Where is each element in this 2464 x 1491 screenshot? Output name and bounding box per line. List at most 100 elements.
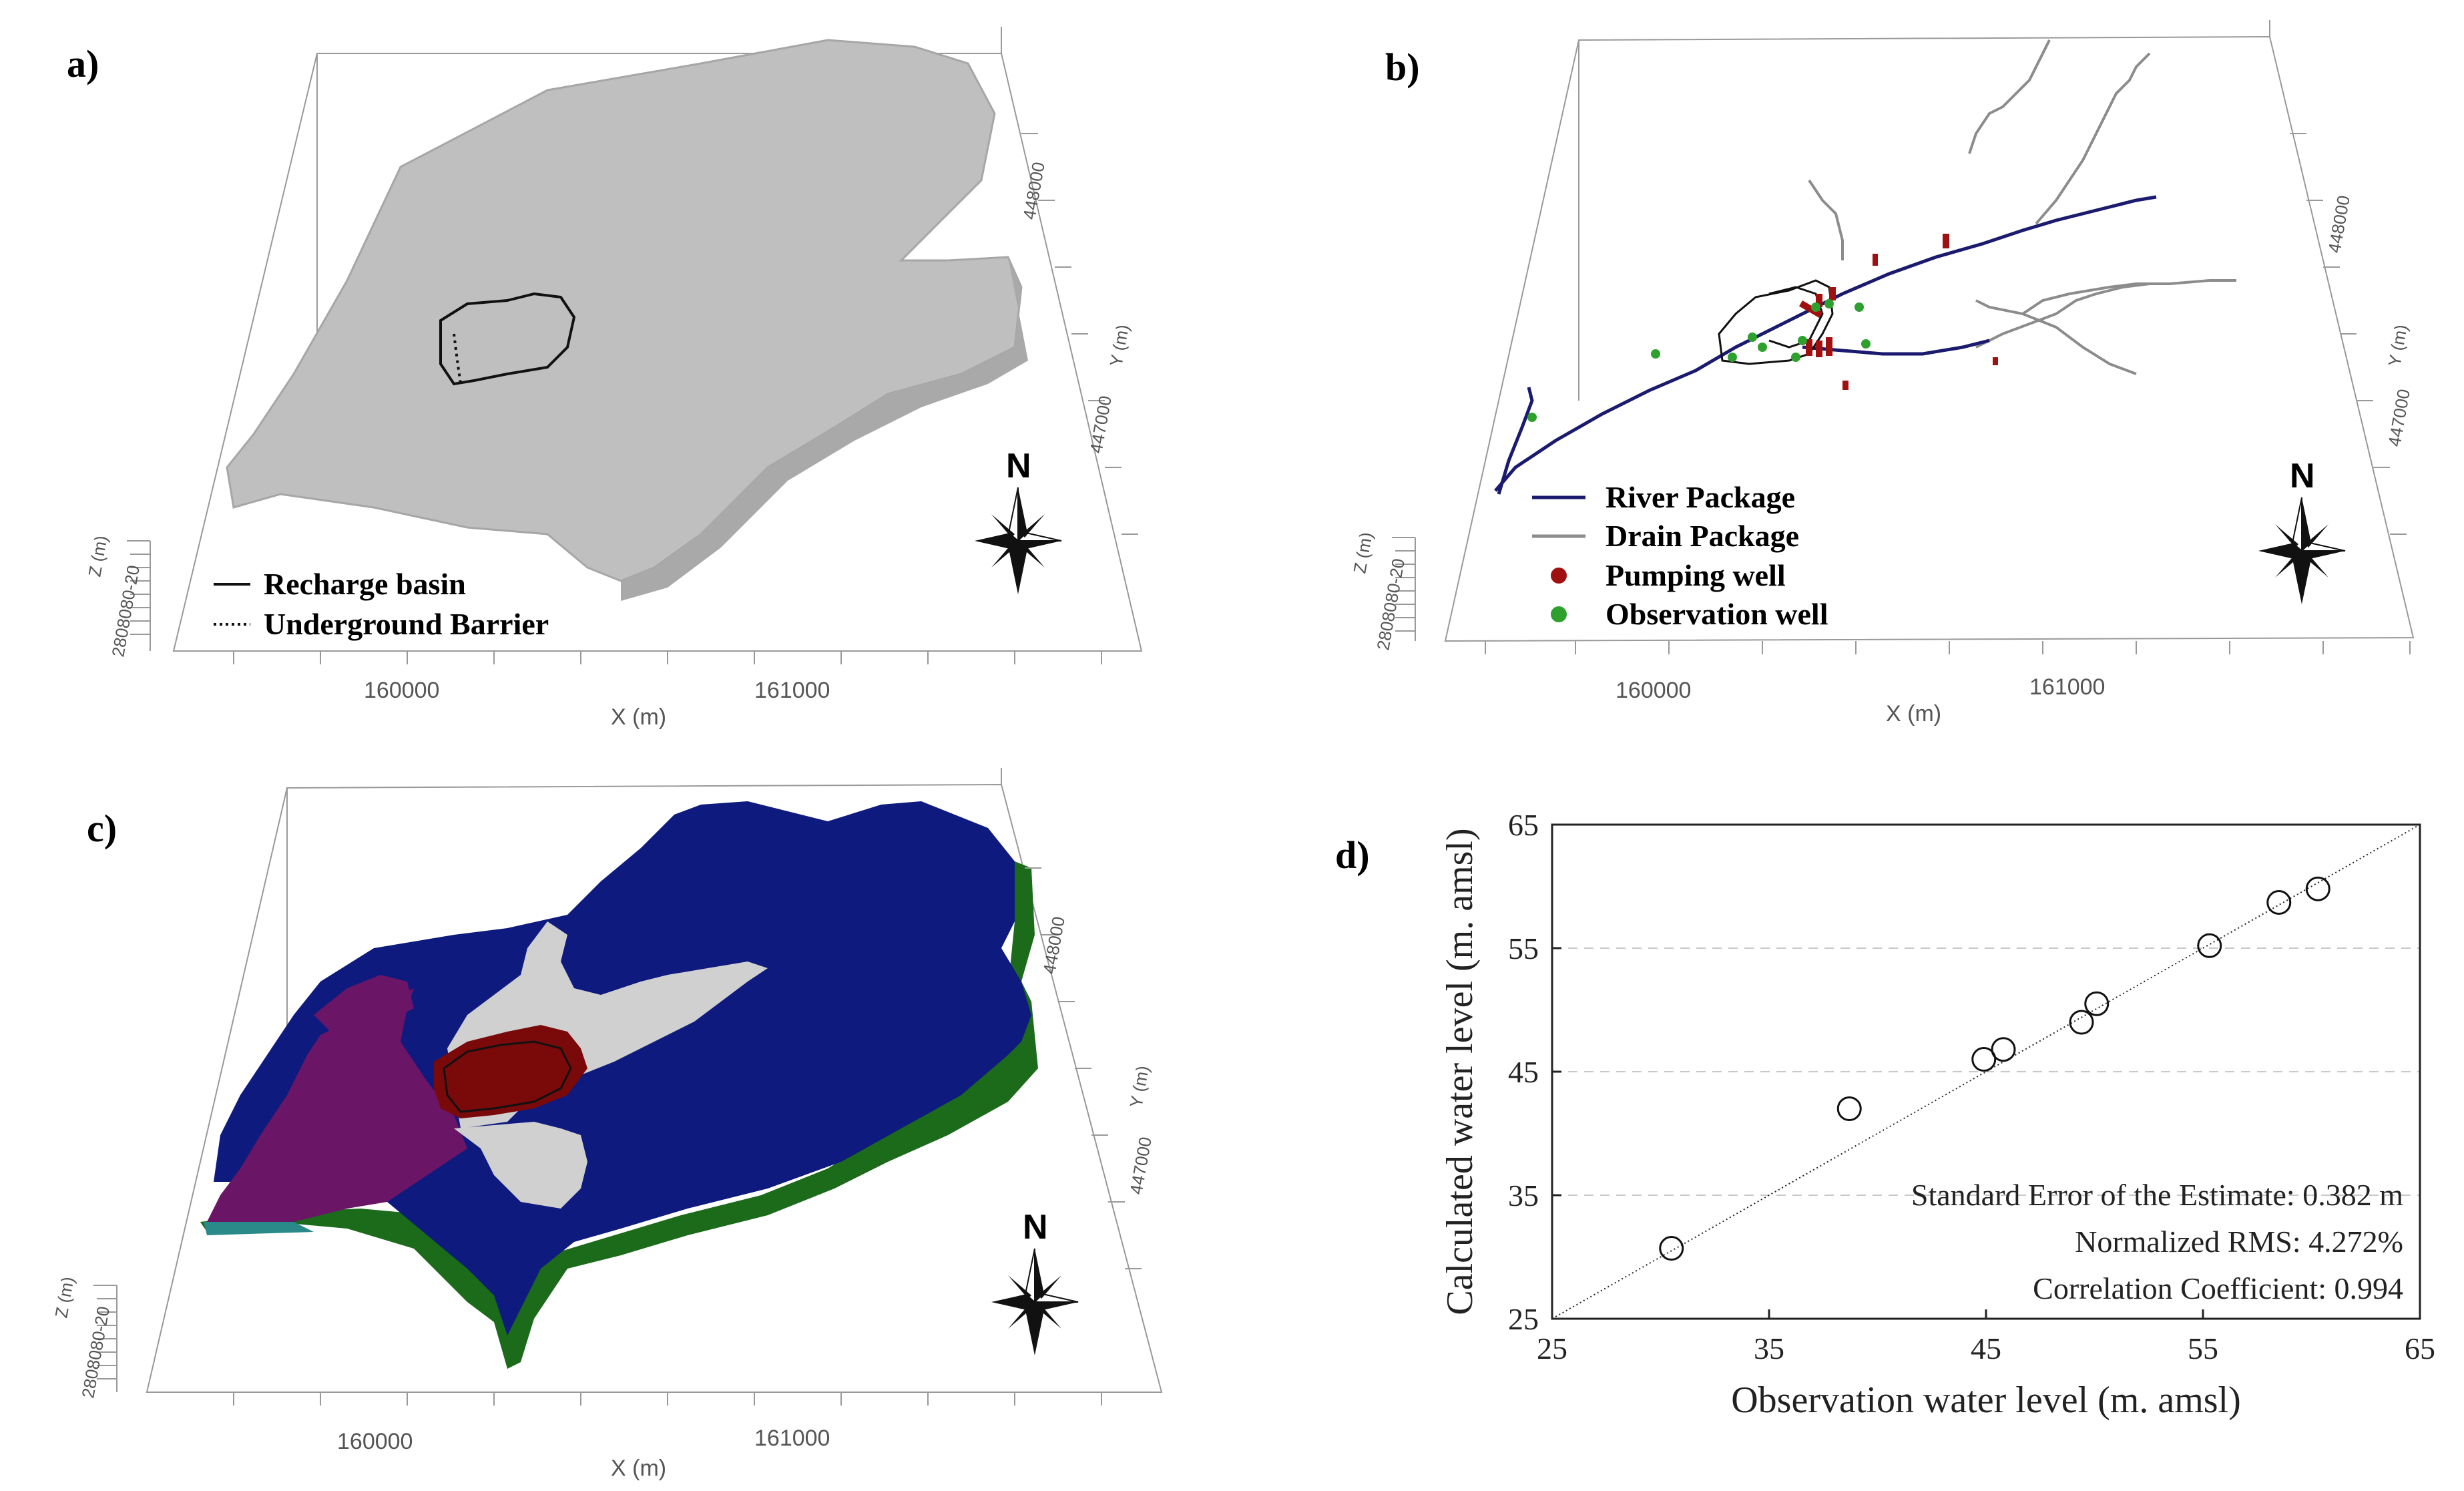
- panel-c-y-tick-2: 447000: [1126, 1135, 1156, 1196]
- panel-a-y-label: Y (m): [1105, 323, 1132, 368]
- panel-d-point-4: [1991, 1037, 2016, 1062]
- panel-d: d) 25 35 45 55 65 25 35 45 55 65 Observation wat…: [1335, 808, 2435, 1421]
- panel-a-x-ticks: [233, 651, 1102, 664]
- panel-b-drains: [1808, 39, 2236, 375]
- panel-d-y-ticks: 25 35 45 55 65: [1508, 808, 1561, 1336]
- panel-b-x-tick-1: 160000: [1616, 678, 1691, 703]
- panel-a: a) 160000 161000 X (m) 44: [67, 27, 1143, 730]
- panel-d-x-tick-label-45: 45: [1971, 1331, 2001, 1365]
- panel-b-z-ticks: [1392, 537, 1416, 641]
- panel-b-letter: b): [1385, 45, 1420, 89]
- panel-d-point-3: [1971, 1047, 1997, 1072]
- panel-c-x-ticks: [233, 1392, 1102, 1406]
- panel-a-legend-recharge: Recharge basin: [264, 567, 466, 601]
- panel-c-green-side: [200, 861, 1038, 1369]
- panel-a-y-ticks: [1021, 133, 1138, 535]
- panel-c-gray-lower: [454, 1122, 587, 1209]
- panel-d-y-tick-label-25: 25: [1508, 1302, 1539, 1336]
- panel-d-points: [1659, 876, 2330, 1261]
- panel-a-legend: Recharge basin Underground Barrier: [214, 567, 549, 641]
- panel-d-point-1: [1659, 1236, 1684, 1261]
- panel-d-x-tick-label-55: 55: [2188, 1331, 2218, 1365]
- svg-text:N: N: [1006, 447, 1031, 485]
- panel-b-x-label: X (m): [1886, 701, 1941, 726]
- panel-b-y-tick-2: 447000: [2384, 387, 2414, 448]
- panel-b-recharge-basin-2: [1768, 286, 1824, 349]
- panel-c-purple: [207, 988, 467, 1222]
- panel-a-z-ticks-label: 2808080-20: [107, 564, 144, 658]
- panel-a-x-label: X (m): [611, 704, 666, 730]
- panel-a-x-tick-1: 160000: [364, 678, 439, 703]
- panel-d-stat-correlation: Correlation Coefficient: 0.994: [2033, 1271, 2403, 1305]
- panel-b-x-tick-2: 161000: [2029, 674, 2105, 700]
- panel-a-y-tick-1: 448000: [1019, 160, 1049, 221]
- panel-d-x-ticks: 25 35 45 55 65: [1537, 1309, 2435, 1365]
- panel-b-north-arrow: N: [2258, 457, 2346, 604]
- panel-c-letter: c): [87, 807, 117, 850]
- panel-c-recharge-basin: [443, 1040, 572, 1113]
- panel-b-y-tick-1: 448000: [2324, 194, 2354, 254]
- panel-d-y-tick-label-55: 55: [1508, 931, 1539, 966]
- panel-d-stat-standard-error: Standard Error of the Estimate: 0.382 m: [1911, 1178, 2403, 1212]
- panel-d-point-8: [2266, 890, 2292, 915]
- panel-d-point-2: [1836, 1096, 1862, 1121]
- panel-b-z-label: Z (m): [1349, 531, 1376, 575]
- panel-b-x-ticks: [1485, 641, 2411, 654]
- panel-b-box: [1444, 20, 2415, 642]
- panel-c-y-tick-1: 448000: [1039, 915, 1069, 976]
- panel-b-pumping-wells: [1799, 234, 1998, 390]
- panel-a-terrain-side: [621, 257, 1028, 601]
- panel-d-y-tick-label-65: 65: [1508, 808, 1539, 842]
- panel-c-purple-upper: [314, 975, 414, 1035]
- panel-c-y-ticks: [1025, 867, 1142, 1269]
- panel-a-x-tick-2: 161000: [754, 678, 830, 703]
- panel-b-legend: River Package Drain Package Pumping well…: [1532, 480, 1828, 631]
- panel-d-y-tick-label-45: 45: [1508, 1055, 1539, 1089]
- panel-b-rivers: [1494, 195, 2157, 495]
- panel-d-y-label: Calculated water level (m. amsl): [1439, 828, 1481, 1315]
- panel-c-north-arrow: N: [991, 1208, 1079, 1355]
- panel-d-point-6: [2084, 991, 2110, 1016]
- panel-c-z-label: Z (m): [51, 1275, 77, 1319]
- panel-d-stat-normalized-rms: Normalized RMS: 4.272%: [2075, 1225, 2403, 1259]
- panel-a-z-ticks: [127, 540, 151, 651]
- panel-d-letter: d): [1335, 833, 1370, 877]
- panel-c-x-label: X (m): [611, 1456, 666, 1481]
- panel-d-y-tick-label-35: 35: [1508, 1179, 1539, 1213]
- panel-d-x-tick-label-65: 65: [2405, 1331, 2435, 1365]
- panel-a-z-label: Z (m): [84, 534, 111, 578]
- panel-a-y-tick-2: 447000: [1085, 394, 1116, 455]
- panel-a-legend-barrier: Underground Barrier: [264, 607, 549, 641]
- panel-d-point-5: [2069, 1010, 2094, 1035]
- panel-d-x-tick-label-35: 35: [1754, 1331, 1784, 1365]
- panel-b-legend-pumping: Pumping well: [1606, 558, 1786, 592]
- panel-b-recharge-basin: [1718, 279, 1834, 365]
- panel-c-navy: [214, 801, 1031, 1335]
- panel-b: b): [1349, 20, 2415, 726]
- panel-a-recharge-basin: [439, 292, 576, 386]
- panel-d-point-7: [2197, 933, 2222, 958]
- panel-a-barrier: [453, 333, 462, 385]
- svg-text:N: N: [1023, 1208, 1048, 1247]
- panel-c-z-ticks: [93, 1285, 117, 1392]
- svg-text:N: N: [2290, 457, 2315, 495]
- panel-b-legend-observation: Observation well: [1606, 597, 1828, 631]
- panel-d-x-label: Observation water level (m. amsl): [1731, 1379, 2241, 1421]
- panel-c-y-label: Y (m): [1126, 1064, 1152, 1109]
- panel-b-y-ticks: [2290, 133, 2407, 535]
- panel-c-teal-edge: [204, 1222, 314, 1235]
- panel-b-legend-river: River Package: [1606, 480, 1795, 514]
- panel-b-y-label: Y (m): [2384, 323, 2411, 368]
- panel-a-terrain: [226, 39, 1023, 582]
- panel-a-letter: a): [67, 42, 99, 85]
- panel-c-x-tick-2: 161000: [754, 1426, 830, 1451]
- panel-b-legend-drain: Drain Package: [1606, 519, 1799, 553]
- panel-a-north-arrow: N: [975, 447, 1062, 594]
- panel-d-gridlines: [1552, 947, 2420, 1196]
- panel-d-x-tick-label-25: 25: [1537, 1331, 1567, 1365]
- panel-d-point-9: [2305, 876, 2330, 901]
- panel-b-observation-wells: [1527, 299, 1871, 422]
- panel-c-x-tick-1: 160000: [337, 1429, 413, 1454]
- panel-c: c) 160000 161000 X (m): [51, 768, 1163, 1481]
